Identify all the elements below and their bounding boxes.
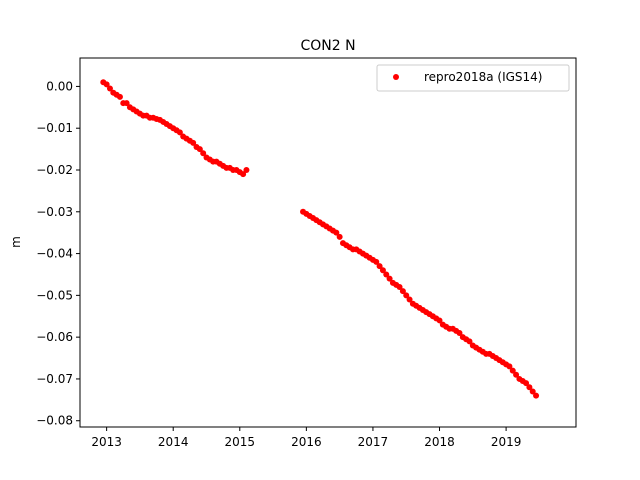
data-point [373, 258, 380, 265]
legend-box [376, 64, 570, 92]
y-tick-label: 0.00 [46, 79, 73, 93]
x-tick-label: 2014 [158, 435, 189, 449]
data-point [376, 263, 383, 270]
data-point [383, 271, 390, 278]
y-tick-label: −0.02 [36, 163, 73, 177]
data-point [379, 267, 386, 274]
x-tick-label: 2017 [358, 435, 389, 449]
plot-area-frame [79, 57, 577, 428]
data-point [523, 380, 530, 387]
y-tick-label: −0.08 [36, 414, 73, 428]
data-point [240, 171, 247, 178]
data-point [399, 288, 406, 295]
data-point [529, 388, 536, 395]
data-point [200, 150, 207, 157]
y-tick-label: −0.04 [36, 247, 73, 261]
data-point [190, 139, 197, 146]
data-point [176, 129, 183, 136]
data-point [403, 292, 410, 299]
data-point [436, 317, 443, 324]
data-point [386, 275, 393, 282]
data-point [506, 363, 513, 370]
x-tick-label: 2018 [424, 435, 455, 449]
y-tick-label: −0.06 [36, 330, 73, 344]
data-point [333, 229, 340, 236]
y-tick-label: −0.01 [36, 121, 73, 135]
legend-marker [393, 74, 399, 80]
data-point [456, 329, 463, 336]
chart-title: CON2 N [300, 38, 355, 54]
data-point [406, 296, 413, 303]
data-point [336, 233, 343, 240]
data-point [533, 392, 540, 399]
data-point [513, 371, 520, 378]
y-tick-label: −0.07 [36, 372, 73, 386]
x-tick-label: 2016 [291, 435, 322, 449]
data-point [509, 367, 516, 374]
y-tick-label: −0.05 [36, 288, 73, 302]
data-point [103, 81, 110, 88]
data-point [243, 167, 250, 173]
data-point [123, 100, 130, 107]
x-tick-label: 2013 [91, 435, 122, 449]
y-tick-label: −0.03 [36, 205, 73, 219]
legend: repro2018a (IGS14) [376, 64, 570, 92]
data-point [526, 384, 533, 391]
data-point [396, 284, 403, 291]
data-point [196, 146, 203, 153]
y-axis: 0.00 −0.01 −0.02 −0.03 −0.04 −0.05 −0.06 −0.07 −… [36, 79, 80, 428]
data-point [106, 85, 113, 92]
x-axis: 2013 2014 2015 2016 2017 2018 2019 [91, 427, 521, 449]
x-tick-label: 2015 [225, 435, 256, 449]
data-points [100, 79, 540, 399]
y-axis-label: m [9, 236, 23, 248]
data-point [466, 338, 473, 345]
data-point [116, 93, 123, 100]
x-tick-label: 2019 [491, 435, 522, 449]
legend-label: repro2018a (IGS14) [424, 70, 542, 84]
